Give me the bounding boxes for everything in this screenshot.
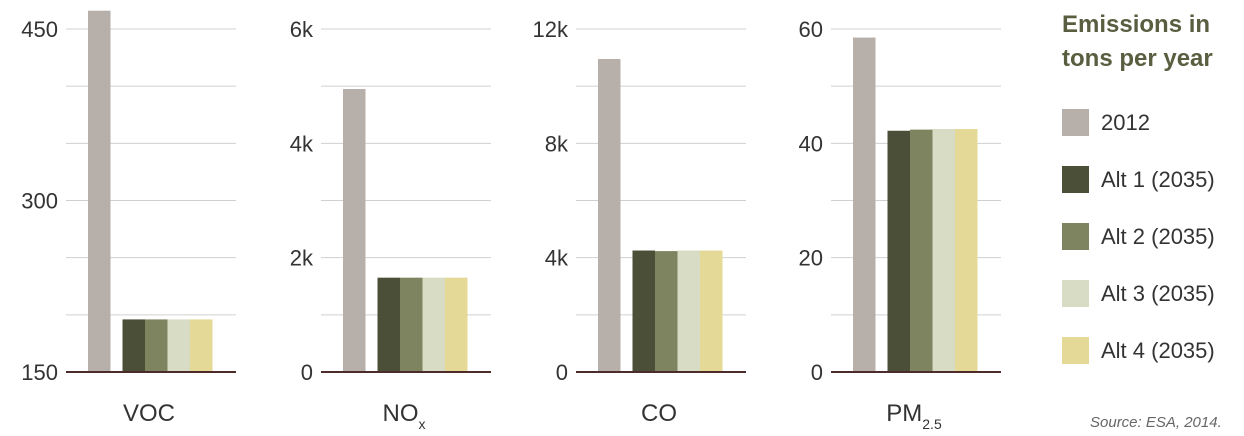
legend-label-alt-4: Alt 4 (2035) — [1101, 337, 1215, 363]
legend-swatch-alt-4 — [1062, 337, 1089, 364]
legend-swatch-alt-3 — [1062, 280, 1089, 307]
tick-label-nox: 0 — [301, 360, 313, 385]
category-label-voc: VOC — [123, 400, 175, 427]
bar-pm25-alt-1-2035 — [887, 130, 910, 372]
tick-label-pm25: 40 — [799, 131, 823, 156]
legend-label-alt-2: Alt 2 (2035) — [1101, 223, 1215, 249]
tick-label-nox: 2k — [290, 246, 314, 271]
bar-co-alt-2-2035 — [655, 251, 678, 372]
tick-label-voc: 450 — [21, 17, 58, 42]
bar-voc-alt-3-2035 — [167, 319, 190, 372]
legend-label-alt-3: Alt 3 (2035) — [1101, 280, 1215, 306]
tick-label-co: 4k — [545, 246, 569, 271]
category-label-co: CO — [641, 400, 677, 427]
source-note: Source: ESA, 2014. — [1090, 414, 1222, 431]
bar-nox-alt-3-2035 — [422, 277, 445, 372]
bar-nox-alt-4-2035 — [445, 277, 468, 372]
bar-voc-2012 — [88, 10, 111, 373]
category-label-pm25: PM2.5 — [886, 400, 942, 432]
legend-item-alt-3: Alt 3 (2035) — [1062, 265, 1242, 322]
bar-co-alt-3-2035 — [677, 250, 700, 372]
bar-co-alt-4-2035 — [700, 250, 723, 372]
tick-label-nox: 6k — [290, 17, 314, 42]
bar-nox-alt-2-2035 — [400, 277, 423, 372]
legend-swatch-2012 — [1062, 109, 1089, 136]
bar-voc-alt-2-2035 — [145, 319, 168, 372]
tick-label-pm25: 60 — [799, 17, 823, 42]
tick-label-co: 8k — [545, 131, 569, 156]
category-label-nox: NOx — [383, 400, 426, 432]
tick-label-co: 12k — [533, 17, 569, 42]
bar-nox-alt-1-2035 — [377, 277, 400, 372]
legend-label-alt-1: Alt 1 (2035) — [1101, 166, 1215, 192]
bar-pm25-2012 — [853, 37, 876, 372]
legend-swatch-alt-1 — [1062, 166, 1089, 193]
bar-pm25-alt-4-2035 — [955, 129, 978, 372]
bar-nox-2012 — [343, 89, 366, 373]
tick-label-voc: 300 — [21, 189, 58, 214]
tick-label-pm25: 20 — [799, 246, 823, 271]
legend-item-alt-2: Alt 2 (2035) — [1062, 208, 1242, 265]
legend-label-2012: 2012 — [1101, 109, 1150, 135]
tick-label-voc: 150 — [21, 360, 58, 385]
tick-label-co: 0 — [556, 360, 568, 385]
bar-voc-alt-1-2035 — [122, 319, 145, 372]
legend-item-alt-1: Alt 1 (2035) — [1062, 151, 1242, 208]
legend-item-alt-4: Alt 4 (2035) — [1062, 322, 1242, 379]
legend: Emissions in tons per year 2012 Alt 1 (2… — [1062, 8, 1242, 379]
bar-voc-alt-4-2035 — [190, 319, 213, 372]
bar-co-alt-1-2035 — [632, 250, 655, 372]
bar-pm25-alt-3-2035 — [932, 129, 955, 372]
emissions-chart: 150 300 450 VOC 0 2k 4k 6k NOx 0 4k 8k 12k CO 0 20 40 60 P… — [21, 10, 1001, 432]
bar-pm25-alt-2-2035 — [910, 129, 933, 372]
legend-title: Emissions in tons per year — [1062, 11, 1213, 72]
tick-label-pm25: 0 — [811, 360, 823, 385]
legend-swatch-alt-2 — [1062, 223, 1089, 250]
bar-co-2012 — [598, 59, 621, 372]
legend-item-2012: 2012 — [1062, 94, 1242, 151]
tick-label-nox: 4k — [290, 131, 314, 156]
